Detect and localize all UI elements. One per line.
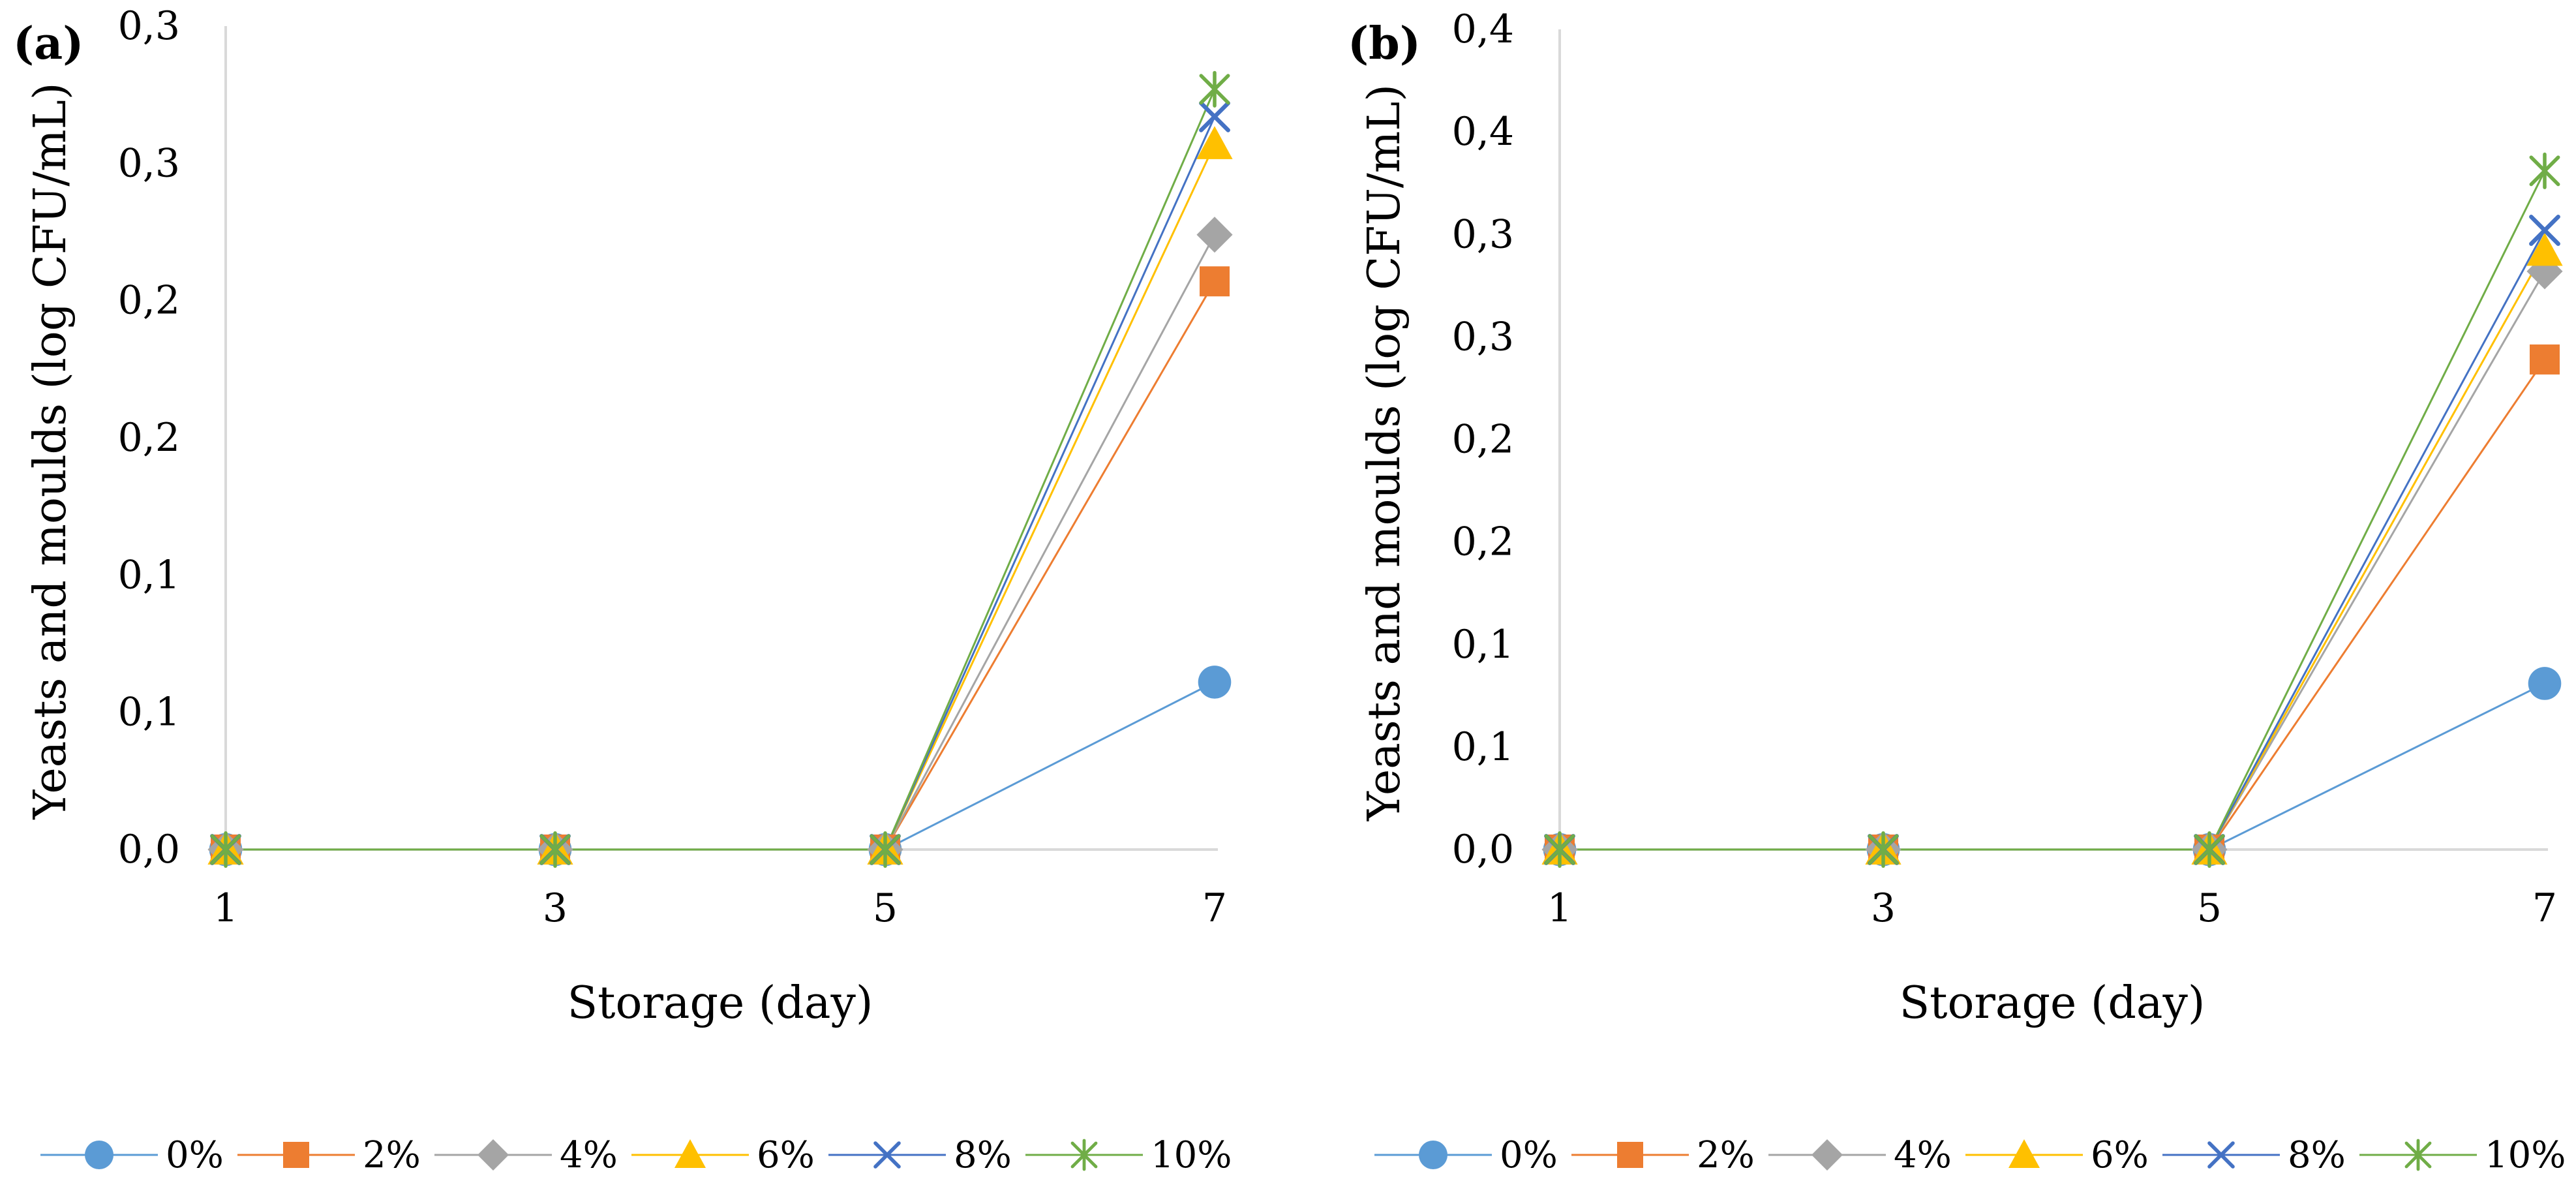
x-tick-label: 3 xyxy=(1871,885,1896,931)
legend-label: 10% xyxy=(2485,1134,2566,1176)
panel-label: (a) xyxy=(13,18,83,70)
y-axis-title: Yeasts and moulds (log CFU/mL) xyxy=(1359,84,1410,821)
legend: 0% 2% 4% 6% 8% 10% xyxy=(1374,1134,2566,1176)
legend-label: 2% xyxy=(1697,1134,1755,1176)
legend-label: 0% xyxy=(166,1134,224,1176)
legend-marker xyxy=(85,1141,114,1169)
series-line-2pct xyxy=(226,281,1216,851)
legend-marker xyxy=(1070,1139,1098,1171)
data-point-2pct xyxy=(2530,344,2560,375)
y-tick-label: 0,3 xyxy=(118,140,180,186)
y-tick-label: 0,4 xyxy=(1452,7,1514,52)
y-tick-label: 0,0 xyxy=(118,827,180,872)
x-tick-label: 5 xyxy=(2197,885,2222,931)
series-line-10pct xyxy=(226,89,1216,851)
data-point-8pct xyxy=(1199,100,1230,132)
series-line-6pct xyxy=(1560,250,2546,851)
y-tick-label: 0,1 xyxy=(118,552,180,598)
legend-label: 2% xyxy=(363,1134,421,1176)
data-point-10pct xyxy=(1199,70,1230,108)
y-tick-label: 0,2 xyxy=(118,278,180,324)
y-tick-label: 0,2 xyxy=(118,415,180,461)
data-point-0pct xyxy=(2528,667,2562,700)
y-tick-label: 0,0 xyxy=(1452,827,1514,872)
x-tick-label: 3 xyxy=(543,885,568,931)
panel-label: (b) xyxy=(1348,18,1421,70)
legend-marker xyxy=(674,1139,706,1168)
data-point-2pct xyxy=(1200,266,1230,297)
series-line-4pct xyxy=(1560,271,2546,851)
chart-panel-b: (b) 0,0 0,1 0,1 0,2 0,2 0,3 0,3 0,4 0,4 1 3 5 7 Storag… xyxy=(1348,7,2566,1176)
legend-item: 8% xyxy=(828,1134,1012,1176)
legend-marker xyxy=(283,1142,309,1168)
legend-label: 8% xyxy=(2288,1134,2346,1176)
series-line-6pct xyxy=(226,144,1216,851)
x-axis-title: Storage (day) xyxy=(1900,977,2205,1029)
legend: 0% 2% 4% 6% 8% 10% xyxy=(40,1134,1232,1176)
legend-marker xyxy=(1811,1139,1843,1171)
y-tick-label: 0,1 xyxy=(1452,622,1514,667)
y-tick-label: 0,2 xyxy=(1452,417,1514,463)
data-point-0pct xyxy=(1198,666,1232,699)
legend-label: 4% xyxy=(1894,1134,1952,1176)
legend-item: 4% xyxy=(1768,1134,1952,1176)
series-line-0pct xyxy=(226,681,1215,851)
legend-label: 8% xyxy=(954,1134,1012,1176)
legend-item: 2% xyxy=(237,1134,421,1176)
y-tick-label: 0,3 xyxy=(118,3,180,49)
series-line-0pct xyxy=(1560,683,2545,851)
series-line-10pct xyxy=(1560,170,2546,851)
x-axis-title: Storage (day) xyxy=(568,977,873,1029)
y-tick-label: 0,1 xyxy=(1452,724,1514,770)
legend-marker xyxy=(2207,1141,2235,1169)
legend-label: 10% xyxy=(1151,1134,1232,1176)
data-point-10pct xyxy=(539,831,571,868)
chart-panel-a: (a) 0,0 0,1 0,1 0,2 0,2 0,3 0,3 1 3 5 7 Storage (day… xyxy=(13,3,1233,1176)
legend-marker xyxy=(1617,1142,1643,1168)
y-axis-title: Yeasts and moulds (log CFU/mL) xyxy=(25,83,76,820)
data-point-10pct xyxy=(1544,831,1575,868)
x-tick-label: 7 xyxy=(2532,885,2557,931)
legend-marker xyxy=(2008,1139,2040,1168)
x-tick-label: 7 xyxy=(1202,885,1227,931)
data-point-10pct xyxy=(1868,831,1899,868)
legend-item: 0% xyxy=(1374,1134,1558,1176)
legend-item: 0% xyxy=(40,1134,224,1176)
x-tick-label: 1 xyxy=(213,885,238,931)
y-tick-label: 0,1 xyxy=(118,690,180,735)
legend-item: 6% xyxy=(631,1134,815,1176)
legend-item: 4% xyxy=(434,1134,618,1176)
data-point-10pct xyxy=(870,831,901,868)
series-line-8pct xyxy=(226,116,1216,851)
legend-item: 8% xyxy=(2162,1134,2346,1176)
legend-item: 10% xyxy=(1025,1134,1232,1176)
legend-label: 4% xyxy=(560,1134,618,1176)
y-tick-label: 0,2 xyxy=(1452,519,1514,565)
data-point-6pct xyxy=(2526,232,2563,266)
data-point-8pct xyxy=(2529,215,2560,246)
x-tick-label: 1 xyxy=(1547,885,1572,931)
y-tick-label: 0,3 xyxy=(1452,314,1514,360)
legend-item: 6% xyxy=(1965,1134,2149,1176)
legend-marker xyxy=(477,1139,509,1171)
data-point-6pct xyxy=(1196,126,1233,159)
data-point-10pct xyxy=(210,831,241,868)
y-tick-label: 0,3 xyxy=(1452,211,1514,257)
legend-marker xyxy=(1419,1141,1447,1169)
data-point-4pct xyxy=(1196,217,1233,253)
data-point-10pct xyxy=(2529,152,2560,189)
data-point-10pct xyxy=(2194,831,2225,868)
legend-label: 0% xyxy=(1500,1134,1558,1176)
legend-marker xyxy=(873,1141,901,1169)
y-tick-label: 0,4 xyxy=(1452,109,1514,155)
legend-item: 2% xyxy=(1571,1134,1755,1176)
series-line-2pct xyxy=(1560,359,2546,851)
legend-label: 6% xyxy=(757,1134,815,1176)
legend-marker xyxy=(2404,1139,2432,1171)
legend-label: 6% xyxy=(2091,1134,2149,1176)
legend-item: 10% xyxy=(2359,1134,2566,1176)
x-tick-label: 5 xyxy=(873,885,898,931)
